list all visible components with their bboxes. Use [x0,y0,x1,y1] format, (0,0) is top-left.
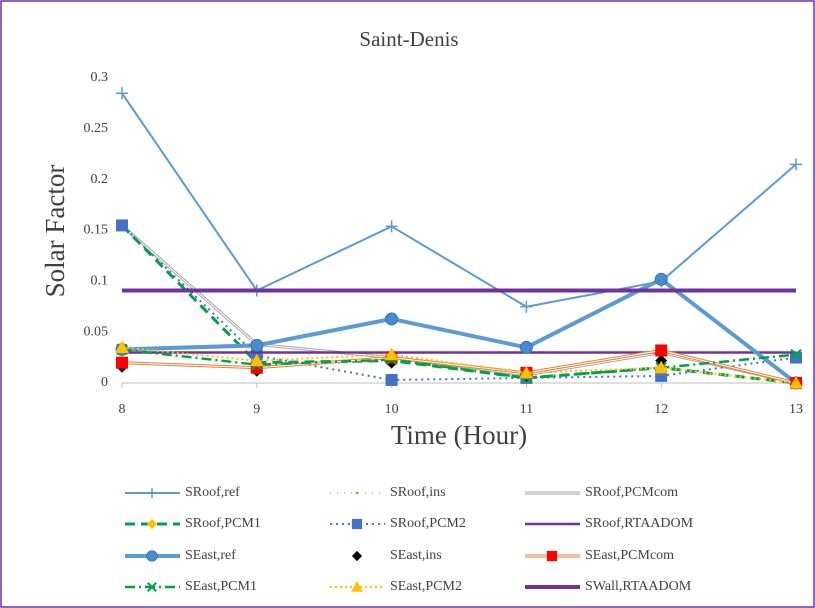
legend-item: SRoof,PCM1 [125,516,261,531]
y-tick-label: 0.1 [91,274,109,289]
marker [654,272,668,286]
marker [249,353,264,367]
marker [385,373,398,386]
marker [351,550,363,562]
series-line [121,348,797,380]
x-tick-label: 13 [789,402,803,417]
y-tick-label: 0.05 [84,324,109,339]
legend-item: SEast,ins [351,548,442,563]
legend-item: SRoof,PCM2 [330,516,466,531]
marker [385,312,399,326]
marker [385,220,398,233]
marker [250,338,264,352]
marker [115,340,129,354]
marker [116,87,128,100]
marker [146,487,158,499]
marker [147,582,157,592]
marker [789,376,803,389]
chart-title: Saint-Denis [359,27,458,51]
marker [519,365,534,379]
x-tick-label: 11 [520,402,533,417]
legend-item: SRoof,ins [330,485,446,500]
marker [351,581,363,592]
legend-item: SRoof,ref [125,485,240,500]
legend-item: SWall,RTAADOM [525,579,692,594]
marker [351,518,363,530]
marker [116,356,128,369]
marker [146,518,158,530]
marker [654,360,669,374]
marker [655,344,668,357]
series-line [121,277,798,385]
legend-label: SRoof,PCMcom [585,485,678,500]
legend-item: SRoof,RTAADOM [525,516,694,531]
legend-item: SEast,PCMcom [525,548,674,563]
marker [116,219,128,232]
x-tick-label: 9 [253,402,260,417]
legend-label: SWall,RTAADOM [585,579,692,594]
series [115,340,803,389]
y-tick-label: 0.3 [91,70,109,85]
legend-item: SEast,ref [125,548,236,563]
y-tick-label: 0 [101,375,108,390]
marker [790,348,802,361]
marker [146,550,158,562]
legend-item: SEast,PCM2 [330,579,462,594]
legend-label: SRoof,ins [390,485,446,500]
x-tick-label: 8 [119,402,126,417]
x-tick-label: 12 [654,402,668,417]
marker [384,347,399,361]
legend-item: SRoof,PCMcom [525,485,678,500]
legend-label: SRoof,ref [185,485,240,500]
legend-label: SEast,ins [390,548,442,563]
legend-label: SEast,PCMcom [585,548,674,563]
legend-label: SRoof,RTAADOM [585,516,694,531]
marker [250,361,263,374]
legend-label: SEast,PCM2 [390,579,462,594]
y-tick-label: 0.2 [91,172,109,187]
legend-item: SEast,PCM1 [125,579,257,594]
series-line [121,224,797,381]
y-tick-label: 0.15 [84,223,109,238]
marker [355,491,359,495]
x-axis-label: Time (Hour) [391,420,527,450]
marker [790,158,802,171]
marker [546,550,558,562]
series-line [120,224,797,385]
legend-label: SRoof,PCM1 [185,516,261,531]
series-line [121,92,797,308]
legend-label: SEast,ref [185,548,236,563]
series-line-inner [121,349,797,384]
marker [519,340,533,354]
y-axis-label: Solar Factor [40,165,70,298]
legend-label: SRoof,PCM2 [390,516,466,531]
marker [520,300,533,313]
y-tick-label: 0.25 [84,121,109,136]
legend-label: SEast,PCM1 [185,579,257,594]
x-tick-label: 10 [385,402,399,417]
